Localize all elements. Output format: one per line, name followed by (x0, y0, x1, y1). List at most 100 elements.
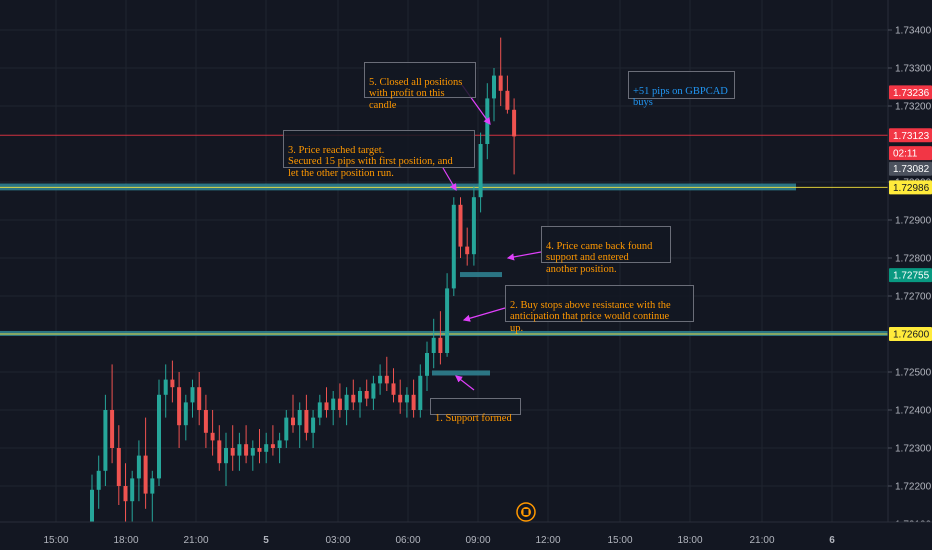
candle (364, 379, 369, 407)
price-tag-label: 1.72600 (893, 330, 930, 341)
candle (465, 227, 470, 266)
candle-body (331, 398, 336, 410)
candle-body (96, 470, 101, 490)
candle-body (431, 337, 436, 353)
candle (230, 425, 235, 471)
price-tag-background (889, 327, 932, 341)
candle-body (163, 379, 168, 395)
candle (143, 417, 148, 509)
candle-body (116, 448, 121, 486)
candle (264, 432, 269, 464)
arrow-note-1 (455, 375, 475, 391)
price-tag-background (889, 85, 932, 100)
candle-body (498, 75, 503, 91)
time-axis-background (0, 522, 932, 550)
price-tick-label: 1.72400 (895, 406, 932, 417)
candle-body (130, 478, 135, 502)
candle-body (445, 288, 450, 353)
candle (210, 410, 215, 456)
annotation-note-pips: +51 pips on GBPCAD buys (628, 71, 735, 108)
price-tags: 1.73236 1.73123 02:11 1.73082 1.72986 1.72755… (889, 85, 932, 341)
candle-body (391, 383, 396, 395)
candle-body (371, 383, 376, 399)
arrow-note-3 (442, 167, 457, 192)
price-tag: 1.73123 (889, 128, 932, 143)
arrow-note-4 (506, 251, 542, 261)
price-tick-label: 1.72500 (895, 368, 932, 379)
candle-body (123, 486, 128, 502)
candle (331, 391, 336, 426)
candle (431, 318, 436, 369)
time-tick-label: 18:00 (677, 535, 702, 546)
price-tag: 1.73082 (889, 161, 932, 176)
candle-body (257, 448, 262, 452)
candle (358, 387, 362, 418)
candle-body (150, 478, 155, 494)
candle-body (418, 375, 423, 410)
candle-body (411, 394, 416, 410)
price-tag-label: 1.73082 (893, 164, 930, 175)
candle (297, 402, 302, 448)
candle-body (183, 402, 188, 426)
price-tag: 1.72600 (889, 327, 932, 341)
price-tick-label: 1.72700 (895, 292, 932, 303)
candle-body (157, 394, 161, 479)
candle-body (351, 394, 356, 403)
candle (411, 379, 416, 418)
time-tick-label: 18:00 (113, 535, 138, 546)
price-tick-label: 1.72900 (895, 216, 932, 227)
candle-body (512, 109, 517, 137)
resistance-zone-lower (0, 330, 888, 336)
candle-body (136, 455, 141, 479)
arrow-note-2 (462, 307, 506, 322)
price-tag-background (889, 268, 932, 283)
candle-body (224, 448, 228, 464)
price-tag: 1.73236 (889, 85, 932, 100)
annotation-note-2: 2. Buy stops above resistance with the a… (505, 285, 694, 334)
candle-body (358, 391, 362, 403)
candle (317, 394, 322, 426)
candle-body (324, 402, 329, 410)
candle (244, 425, 249, 464)
annotation-text: 5. Closed all positions with profit on t… (369, 76, 463, 111)
annotation-note-3: 3. Price reached target. Secured 15 pips… (283, 130, 475, 179)
candle (190, 379, 195, 418)
time-tick-label: 15:00 (607, 535, 632, 546)
candle-body (190, 387, 195, 403)
candle (512, 98, 517, 175)
candle-body (230, 448, 235, 456)
annotation-note-5: 5. Closed all positions with profit on t… (364, 62, 476, 111)
candle (425, 341, 429, 391)
candle (157, 379, 161, 486)
time-tick-label: 5 (263, 535, 269, 546)
candle (458, 197, 463, 258)
candle-body (451, 204, 456, 289)
candle-body (170, 379, 175, 388)
candle (250, 440, 255, 471)
candle-body (244, 444, 249, 456)
candle (163, 364, 168, 418)
candle-body (284, 417, 289, 441)
price-tag-label: 1.73236 (893, 88, 930, 99)
candle-body (270, 444, 275, 448)
candle-body (277, 440, 282, 448)
candle (324, 387, 329, 418)
candle-body (471, 197, 476, 255)
candle-body (103, 410, 108, 471)
candle (197, 372, 202, 426)
candle (177, 372, 182, 448)
candle (384, 356, 389, 391)
candle (110, 364, 115, 464)
candle (170, 360, 175, 403)
time-tick-label: 12:00 (535, 535, 560, 546)
time-axis: 15:00 18:00 21:00 5 03:00 06:00 09:00 12:00 15:0… (0, 521, 932, 550)
candle (337, 383, 342, 418)
price-tag: 1.72755 (889, 268, 932, 283)
candle-body (90, 489, 94, 543)
time-tick-label: 21:00 (183, 535, 208, 546)
candle-body (384, 375, 389, 384)
price-tag-background (889, 161, 932, 176)
candle (277, 432, 282, 464)
price-tag: 1.72986 (889, 180, 932, 195)
